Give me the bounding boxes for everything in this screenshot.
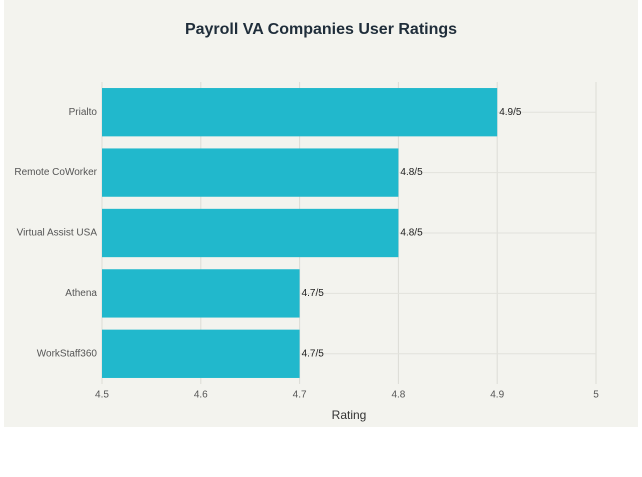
y-tick-label: Prialto — [69, 107, 98, 118]
bar — [102, 329, 300, 378]
x-tick-label: 4.5 — [95, 390, 109, 401]
value-label: 4.7/5 — [302, 348, 325, 359]
x-tick-label: 4.6 — [194, 390, 208, 401]
bar — [102, 208, 399, 258]
y-tick-label: Virtual Assist USA — [17, 228, 98, 239]
x-tick-label: 5 — [593, 390, 599, 401]
bar — [102, 269, 300, 318]
chart-title: Payroll VA Companies User Ratings — [185, 21, 457, 38]
y-tick-label: WorkStaff360 — [37, 348, 98, 359]
x-tick-label: 4.8 — [391, 390, 405, 401]
y-tick-label: Remote CoWorker — [14, 167, 97, 178]
bar — [102, 88, 498, 137]
bar — [102, 148, 399, 197]
x-tick-label: 4.7 — [293, 390, 307, 401]
value-label: 4.8/5 — [400, 228, 423, 239]
x-tick-label: 4.9 — [490, 390, 504, 401]
x-axis-title: Rating — [332, 408, 367, 422]
value-label: 4.8/5 — [400, 167, 423, 178]
value-label: 4.9/5 — [499, 107, 522, 118]
y-tick-label: Athena — [65, 288, 97, 299]
value-label: 4.7/5 — [302, 288, 325, 299]
